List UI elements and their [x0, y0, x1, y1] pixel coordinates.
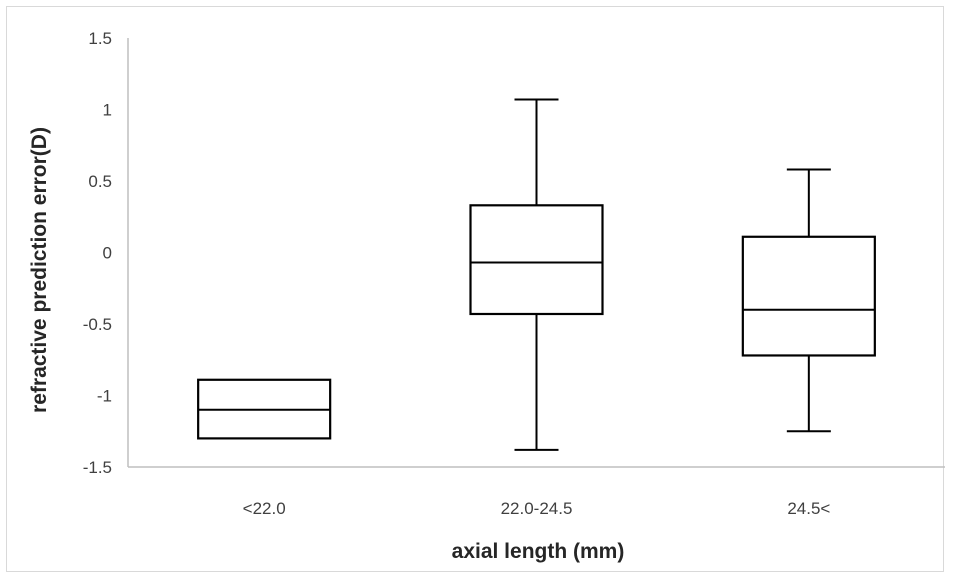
y-tick-label: -0.5: [83, 315, 112, 334]
y-tick-label: 0.5: [88, 172, 112, 191]
x-tick-label: 24.5<: [787, 499, 830, 518]
x-axis-tick-labels: <22.0 22.0-24.5 24.5<: [243, 499, 831, 518]
box-1: [197, 378, 332, 440]
y-tick-label: 1: [103, 101, 112, 120]
y-axis-tick-labels: 1.5 1 0.5 0 -0.5 -1 -1.5: [83, 29, 112, 477]
boxes-group: [197, 98, 876, 451]
box-rect: [469, 204, 604, 316]
x-tick-label: 22.0-24.5: [501, 499, 573, 518]
x-axis-title: axial length (mm): [452, 540, 625, 563]
box-2: [469, 98, 604, 451]
y-tick-label: -1.5: [83, 458, 112, 477]
y-tick-label: 1.5: [88, 29, 112, 48]
y-axis-title: refractive prediction error(D): [28, 127, 51, 413]
x-tick-label: <22.0: [243, 499, 286, 518]
box-rect: [741, 235, 876, 357]
y-tick-label: -1: [97, 387, 112, 406]
y-tick-label: 0: [103, 244, 112, 263]
box-3: [741, 168, 876, 433]
